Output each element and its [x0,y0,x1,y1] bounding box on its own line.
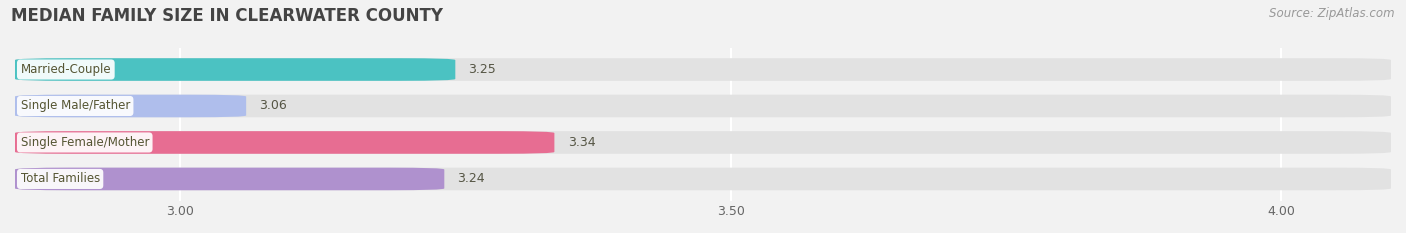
Text: Married-Couple: Married-Couple [21,63,111,76]
FancyBboxPatch shape [15,131,1391,154]
FancyBboxPatch shape [15,168,1391,190]
FancyBboxPatch shape [15,58,456,81]
Text: Total Families: Total Families [21,172,100,185]
Text: Single Male/Father: Single Male/Father [21,99,129,113]
FancyBboxPatch shape [15,95,1391,117]
Text: 3.24: 3.24 [457,172,485,185]
FancyBboxPatch shape [15,131,554,154]
FancyBboxPatch shape [15,95,246,117]
Text: 3.34: 3.34 [568,136,595,149]
Text: 3.06: 3.06 [259,99,287,113]
Text: Source: ZipAtlas.com: Source: ZipAtlas.com [1270,7,1395,20]
Text: 3.25: 3.25 [468,63,496,76]
Text: Single Female/Mother: Single Female/Mother [21,136,149,149]
Text: MEDIAN FAMILY SIZE IN CLEARWATER COUNTY: MEDIAN FAMILY SIZE IN CLEARWATER COUNTY [11,7,443,25]
FancyBboxPatch shape [15,58,1391,81]
FancyBboxPatch shape [15,168,444,190]
